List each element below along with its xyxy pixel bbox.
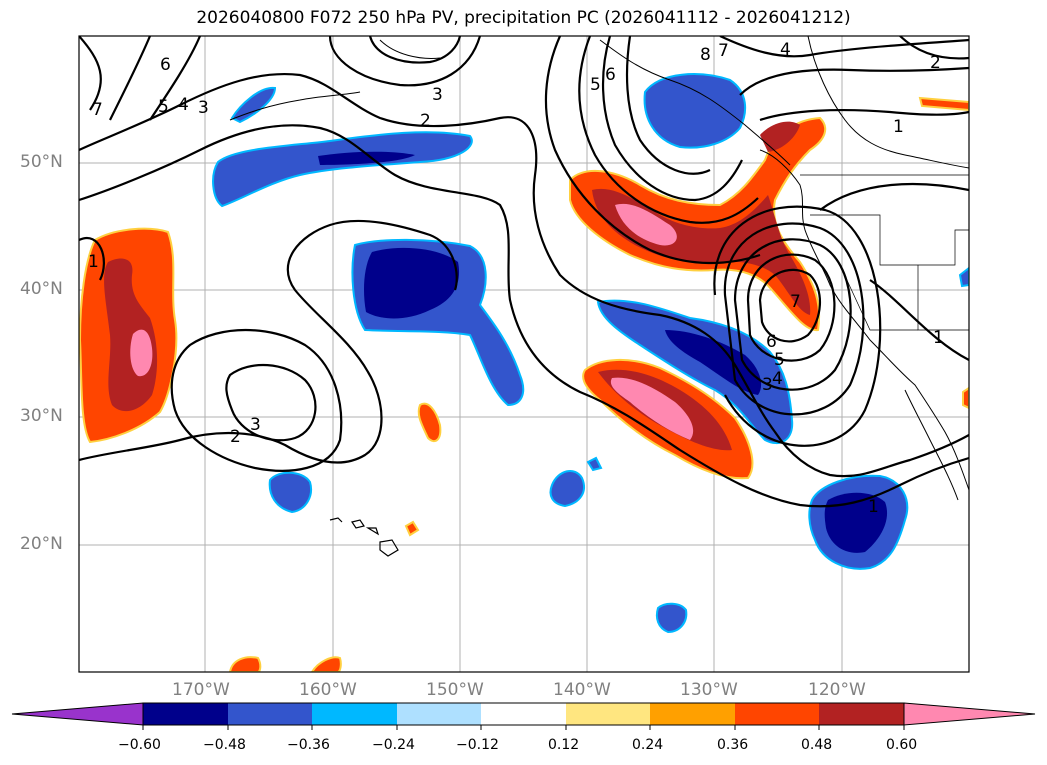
colorbar-swatch (228, 703, 313, 725)
pv-label: 4 (780, 40, 791, 60)
pos-region-north-band-max (615, 203, 677, 246)
lon-label-120w: 120°W (808, 680, 866, 700)
neg-region-gulf-alaska (643, 73, 747, 149)
pv-label: 5 (158, 97, 169, 117)
pv-label: 2 (230, 427, 241, 447)
pv-label: 2 (930, 53, 941, 73)
colorbar-swatch (312, 703, 397, 725)
pv-closed-low-3 (733, 238, 852, 391)
neg-region-northwest-core (318, 151, 415, 165)
pv-label: 6 (766, 332, 777, 352)
pv-label: 7 (718, 41, 729, 61)
pv-label: 1 (893, 117, 904, 137)
lon-label-170w: 170°W (172, 680, 230, 700)
pv-label: 5 (774, 350, 785, 370)
pv-label: 5 (590, 75, 601, 95)
colorbar-tick-label: −0.60 (118, 737, 161, 753)
pv-contour-labels: 1 1 1 1 2 2 2 3 3 3 3 4 4 4 5 5 5 6 6 6 … (88, 40, 944, 517)
positive-pc-regions (79, 96, 969, 672)
pv-label: 3 (432, 85, 443, 105)
neg-region-small-4 (586, 456, 603, 472)
neg-region-east-band-core (665, 330, 762, 395)
colorbar-tick-label: 0.36 (717, 737, 749, 753)
colorbar-swatch (566, 703, 651, 725)
neg-region-small-2 (549, 469, 585, 508)
colorbar-swatch (735, 703, 820, 725)
colorbar-swatch (481, 703, 566, 725)
pv-closed-low-2 (746, 253, 836, 362)
pos-region-south-band-max (610, 377, 694, 440)
pos-region-small-6 (962, 386, 969, 410)
map-title: 2026040800 F072 250 hPa PV, precipitatio… (196, 8, 851, 28)
pv-label: 4 (772, 369, 783, 389)
pv-label: 3 (250, 415, 261, 435)
pos-region-small-4 (310, 656, 342, 672)
pv-label: 1 (868, 497, 879, 517)
neg-region-northwest (212, 131, 473, 208)
map-frame (78, 35, 970, 673)
pv-label: 2 (420, 111, 431, 131)
colorbar-swatch (819, 703, 904, 725)
lat-label-50n: 50°N (20, 152, 63, 172)
colorbar-swatch (143, 703, 228, 725)
colorbar-tick-label: −0.36 (287, 737, 330, 753)
colorbar-tick-label: 0.24 (632, 737, 664, 753)
colorbar-tick-label: 0.48 (801, 737, 833, 753)
pv-label: 4 (178, 95, 189, 115)
colorbar-tick-label: −0.12 (456, 737, 499, 753)
colorbar (11, 702, 1036, 730)
colorbar-swatch (650, 703, 735, 725)
lon-label-150w: 150°W (426, 680, 484, 700)
colorbar-tick-label: 0.60 (886, 737, 918, 753)
pos-region-small-5 (918, 96, 969, 112)
pv-closed-west (225, 363, 317, 442)
lat-label-20n: 20°N (20, 534, 63, 554)
pv-label: 3 (762, 375, 773, 395)
lon-label-160w: 160°W (299, 680, 357, 700)
colorbar-tick-label: 0.12 (548, 737, 580, 753)
pv-label: 3 (198, 98, 209, 118)
pv-label: 7 (790, 292, 801, 312)
colorbar-tick-label: −0.24 (372, 737, 415, 753)
pos-region-small-1 (417, 402, 442, 443)
pv-contours (79, 36, 969, 508)
colorbar-outline (142, 702, 905, 726)
colorbar-tick-label: −0.48 (203, 737, 246, 753)
lon-label-130w: 130°W (680, 680, 738, 700)
neg-region-east-band (596, 299, 794, 445)
neg-region-central-core (364, 247, 460, 319)
colorbar-low-extend (11, 702, 144, 726)
pv-label: 6 (605, 65, 616, 85)
graticule (79, 36, 969, 672)
neg-region-small-3 (655, 602, 688, 634)
state-borders (800, 174, 969, 331)
neg-region-subtropic-east-core (824, 492, 888, 553)
pos-region-small-2 (404, 520, 420, 537)
lon-label-140w: 140°W (553, 680, 611, 700)
negative-pc-regions (212, 73, 969, 634)
pv-closed-low-1 (758, 268, 822, 343)
neg-region-aleutian (230, 86, 277, 124)
pv-label: 1 (88, 252, 99, 272)
lat-label-40n: 40°N (20, 279, 63, 299)
pv-label: 1 (933, 328, 944, 348)
pv-closed-low-4 (723, 222, 865, 416)
hawaii-islands (329, 517, 399, 557)
colorbar-high-extend (903, 702, 1036, 726)
neg-region-small-5 (958, 266, 969, 288)
pos-region-ne-strip (760, 121, 800, 152)
neg-region-small-1 (268, 471, 312, 514)
pos-region-small-3 (228, 656, 262, 672)
pv-label: 7 (92, 100, 103, 120)
lat-label-30n: 30°N (20, 406, 63, 426)
colorbar-swatch (397, 703, 482, 725)
pos-region-west-max (130, 329, 153, 377)
map-area: 1 1 1 1 2 2 2 3 3 3 3 4 4 4 5 5 5 6 6 6 … (79, 36, 969, 672)
pv-label: 6 (160, 55, 171, 75)
pv-label: 8 (700, 45, 711, 65)
coastlines (229, 36, 969, 501)
